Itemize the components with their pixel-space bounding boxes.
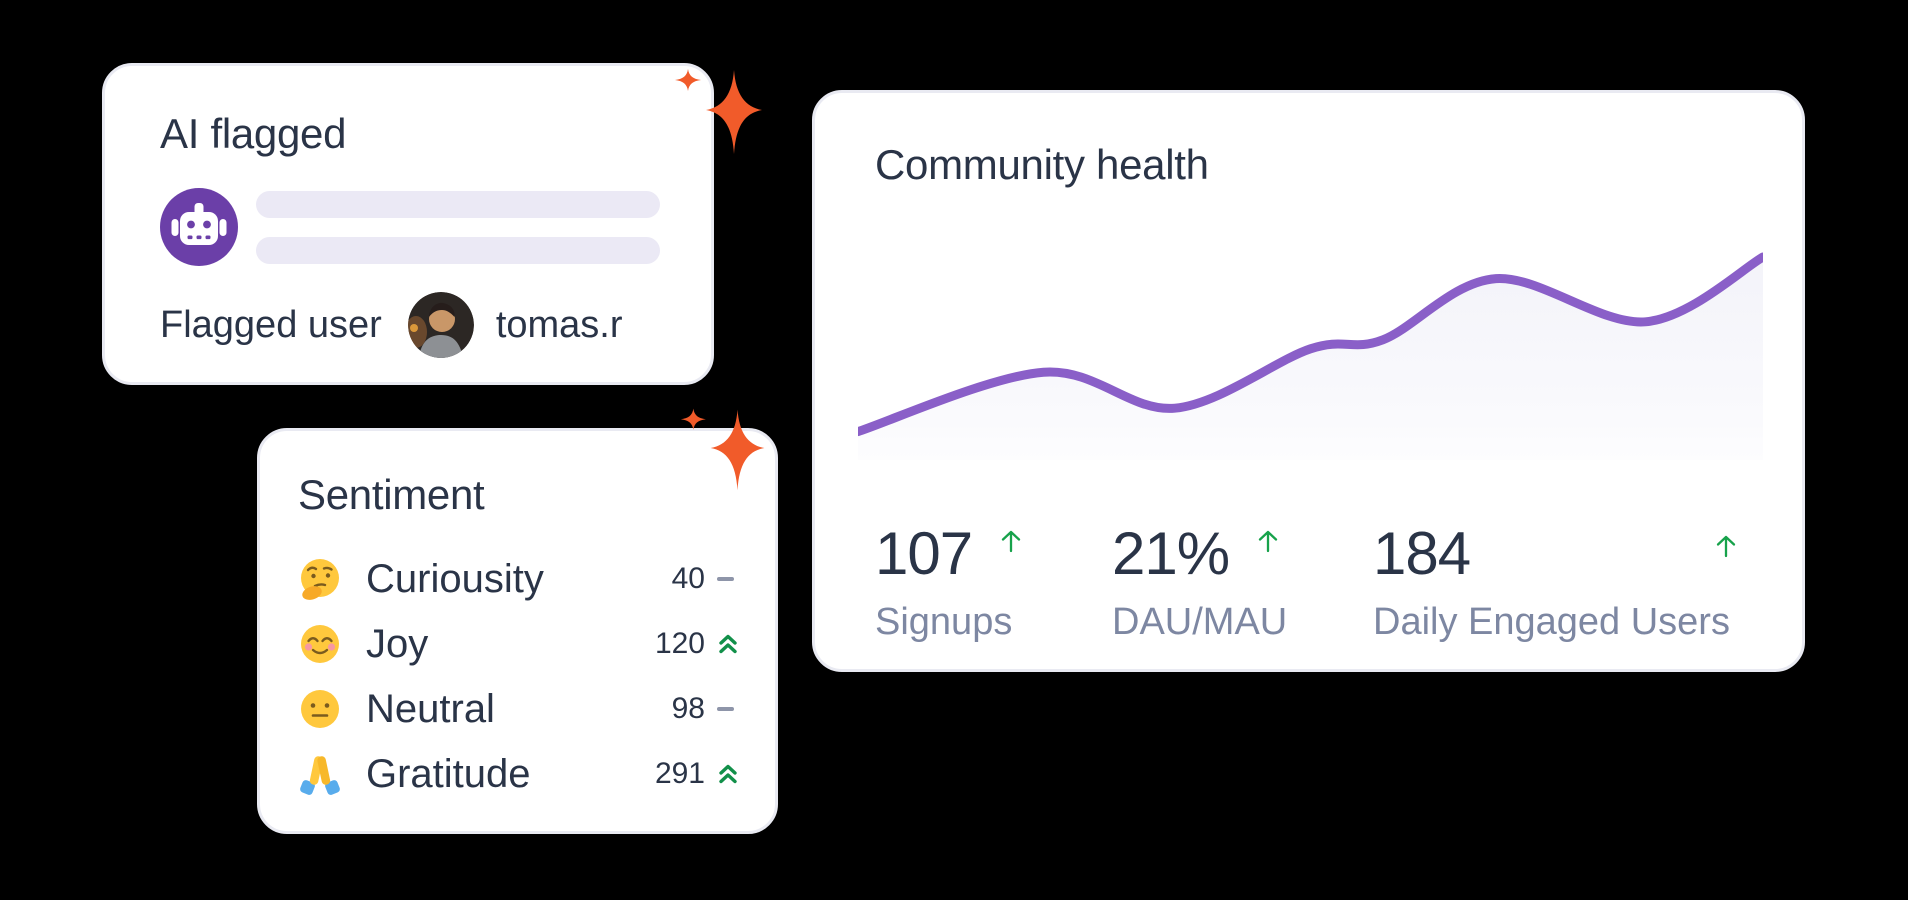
sparkle-icon [680,408,765,491]
arrow-up-icon [1001,530,1021,553]
stat-label: Daily Engaged Users [1373,601,1730,643]
sentiment-label: Neutral [366,686,495,731]
arrow-up-icon [1258,530,1278,553]
flagged-user-label: Flagged user [160,303,382,346]
sparkle-icon [675,69,762,154]
flagged-user-avatar [407,292,474,358]
chart-line [853,252,1768,437]
skeleton-line-1 [256,191,660,218]
sentiment-card: Sentiment Curiousity 40 [257,428,778,834]
trend-flat-icon [717,566,741,592]
ai-flagged-card: AI flagged Flagged user [102,63,714,385]
sentiment-value: 40 [671,562,705,595]
stat-value: 107 [875,520,973,587]
trend-flat-icon [717,696,741,722]
sentiment-rows: Curiousity 40 Joy [298,555,741,798]
sentiment-label: Gratitude [366,751,531,796]
trend-up-double-icon [717,761,741,787]
stat-daily-engaged-users: 184 Daily Engaged Users [1373,521,1730,644]
stat-label: DAU/MAU [1112,601,1288,643]
community-health-card: Community health 107 [812,90,1805,672]
community-chart [853,245,1768,460]
sentiment-label: Curiousity [366,556,544,601]
sentiment-row-neutral: Neutral 98 [298,685,741,733]
sentiment-label: Joy [366,621,429,666]
stat-value: 184 [1373,520,1471,587]
stat-dau-mau: 21% DAU/MAU [1112,521,1287,644]
ai-flagged-title: AI flagged [160,110,347,157]
sentiment-title: Sentiment [298,471,485,518]
sentiment-value: 291 [654,757,705,790]
robot-icon [160,188,238,266]
community-health-title: Community health [875,141,1209,188]
trend-up-double-icon [717,631,741,657]
sentiment-row-curiousity: Curiousity 40 [298,555,741,603]
thinking-face-emoji [301,559,339,600]
flagged-user-name: tomas.r [495,303,623,346]
stat-label: Signups [875,601,1013,643]
chart-area-fill [858,257,1763,460]
folded-hands-emoji [300,756,340,795]
smiling-face-emoji [301,625,339,663]
sentiment-value: 98 [671,692,705,725]
neutral-face-emoji [301,690,339,728]
sentiment-row-gratitude: Gratitude 291 [298,750,741,798]
sentiment-value: 120 [654,627,705,660]
stat-signups: 107 Signups [875,521,1026,644]
skeleton-line-2 [256,237,660,264]
flagged-user-row: Flagged user tomas.r [160,288,680,362]
sentiment-row-joy: Joy 120 [298,620,741,668]
arrow-up-icon [1716,535,1736,558]
stat-value: 21% [1112,520,1230,587]
